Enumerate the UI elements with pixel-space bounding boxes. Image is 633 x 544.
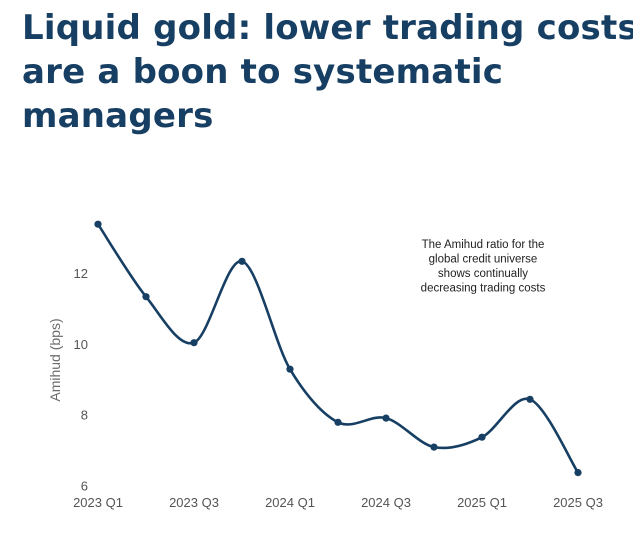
annotation-line: shows continually bbox=[438, 268, 528, 280]
data-point bbox=[142, 293, 150, 301]
title-line-3: managers bbox=[22, 96, 214, 136]
annotation-line: global credit universe bbox=[429, 254, 538, 266]
data-point bbox=[334, 418, 342, 426]
x-tick-label: 2025 Q3 bbox=[553, 495, 603, 510]
data-point bbox=[526, 395, 534, 403]
y-tick-label: 12 bbox=[74, 266, 88, 281]
x-tick-label: 2024 Q3 bbox=[361, 495, 411, 510]
data-point bbox=[382, 414, 390, 422]
chart-title: Liquid gold: lower trading costs are a b… bbox=[22, 6, 633, 138]
title-line-1: Liquid gold: lower trading costs bbox=[22, 8, 633, 48]
y-tick-label: 6 bbox=[81, 479, 88, 494]
data-point bbox=[94, 220, 102, 228]
data-point bbox=[574, 469, 582, 477]
x-tick-label: 2025 Q1 bbox=[457, 495, 507, 510]
annotation-line: The Amihud ratio for the bbox=[422, 239, 545, 251]
title-line-2: are a boon to systematic bbox=[22, 52, 504, 92]
y-tick-label: 8 bbox=[81, 408, 88, 423]
y-axis-label: Amihud (bps) bbox=[47, 318, 63, 401]
data-point bbox=[238, 257, 246, 265]
x-tick-label: 2024 Q1 bbox=[265, 495, 315, 510]
data-point bbox=[478, 433, 486, 441]
annotation-line: decreasing trading costs bbox=[421, 283, 546, 295]
y-tick-label: 10 bbox=[74, 337, 88, 352]
series-line-amihud bbox=[96, 222, 580, 474]
data-point bbox=[190, 339, 198, 347]
data-point bbox=[286, 365, 294, 373]
x-tick-label: 2023 Q1 bbox=[73, 495, 123, 510]
x-tick-label: 2023 Q3 bbox=[169, 495, 219, 510]
data-point bbox=[430, 443, 438, 451]
